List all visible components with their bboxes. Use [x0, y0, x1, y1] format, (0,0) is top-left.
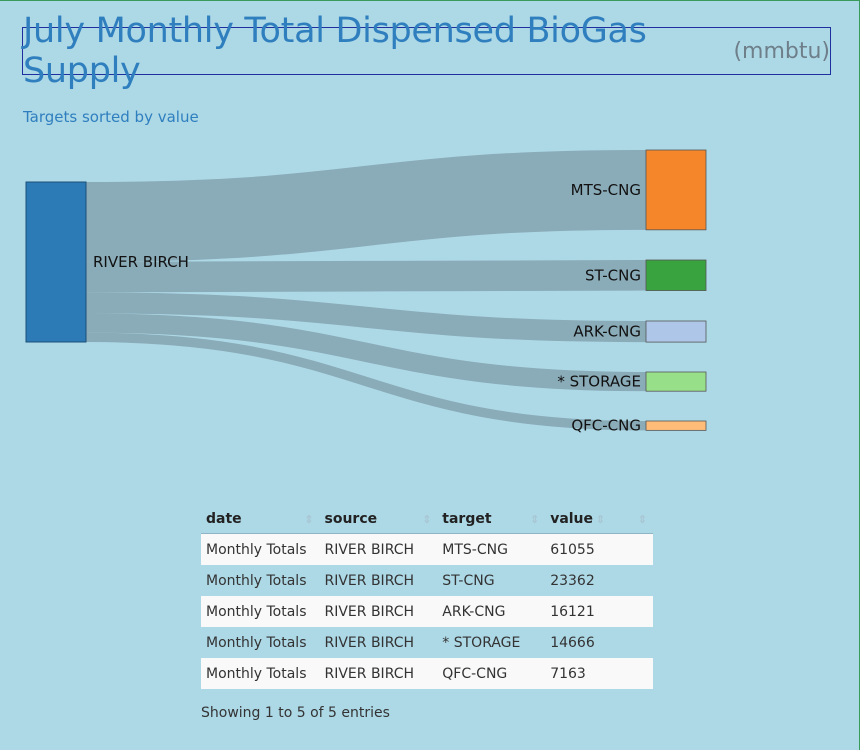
table-cell-source: RIVER BIRCH	[319, 533, 438, 565]
table-cell-value: 14666	[550, 634, 595, 651]
column-header-label: date	[206, 511, 242, 527]
sankey-target-label: ST-CNG	[585, 266, 641, 284]
sankey-link	[85, 332, 647, 431]
table-cell-date: Monthly Totals	[201, 596, 320, 627]
sort-icon[interactable]: ⇕	[529, 513, 540, 526]
sankey-target-node	[645, 259, 707, 291]
table-cell-date: Monthly Totals	[201, 533, 320, 565]
table-body: Monthly Totals RIVER BIRCH MTS-CNG 61055 Mon…	[201, 533, 653, 689]
table-cell-value: 7163	[545, 658, 611, 689]
table-row: Monthly Totals RIVER BIRCH MTS-CNG 61055	[201, 533, 653, 565]
sankey-link	[85, 259, 647, 293]
table-cell-value: 23362	[550, 572, 595, 589]
column-header-target[interactable]: target ⇕	[437, 505, 546, 534]
title-box: July Monthly Total Dispensed BioGas Supp…	[22, 11, 831, 91]
column-header-value[interactable]: value ⇕	[545, 505, 611, 534]
column-header-label: target	[442, 511, 492, 527]
column-header-label: value	[550, 511, 594, 527]
sankey-source-node	[25, 181, 87, 343]
title-unit: (mmbtu)	[733, 38, 830, 64]
table-cell-empty	[611, 627, 653, 658]
table-row: Monthly Totals RIVER BIRCH QFC-CNG 7163	[201, 658, 653, 689]
sankey-target-label: QFC-CNG	[571, 417, 641, 435]
sort-icon[interactable]: ⇕	[422, 513, 432, 526]
sankey-link	[85, 150, 647, 262]
table-cell-value: 61055	[545, 533, 611, 565]
data-table: date ⇕ source ⇕ target ⇕ value ⇕ ⇕ Monthly Total…	[201, 505, 653, 689]
sankey-link	[85, 313, 647, 392]
column-header-source[interactable]: source ⇕	[319, 505, 438, 534]
sankey-source-label: RIVER BIRCH	[93, 253, 189, 271]
sankey-links	[85, 150, 647, 431]
table-cell-value: 16121	[545, 596, 611, 627]
table-cell-empty	[610, 596, 653, 627]
table-cell-target: ST-CNG	[442, 572, 495, 589]
table-cell-source: RIVER BIRCH	[324, 572, 415, 589]
table-cell-target: MTS-CNG	[437, 533, 546, 565]
table-cell-date: Monthly Totals	[201, 658, 320, 689]
sankey-target-node	[645, 420, 707, 431]
table-cell-source: RIVER BIRCH	[319, 596, 438, 627]
sort-icon[interactable]: ⇕	[637, 513, 647, 526]
sankey-target-label: * STORAGE	[557, 373, 641, 391]
table-cell-target: QFC-CNG	[437, 658, 546, 689]
sort-icon[interactable]: ⇕	[304, 513, 314, 526]
sankey-chart: MTS-CNG ST-CNG ARK-CNG * STORAGE QFC-CNG RIVE…	[25, 149, 707, 435]
sankey-target-node	[645, 320, 707, 343]
table-cell-empty	[610, 658, 653, 689]
table-info: Showing 1 to 5 of 5 entries	[201, 705, 390, 721]
sankey-target-node	[645, 149, 707, 231]
table-header-row: date ⇕ source ⇕ target ⇕ value ⇕ ⇕	[201, 505, 653, 534]
table-row: Monthly Totals RIVER BIRCH ARK-CNG 16121	[201, 596, 653, 627]
sankey-nodes: MTS-CNG ST-CNG ARK-CNG * STORAGE QFC-CNG RIVE…	[25, 149, 707, 435]
table-row: Monthly Totals RIVER BIRCH * STORAGE 14666	[201, 627, 653, 658]
table-row: Monthly Totals RIVER BIRCH ST-CNG 23362	[201, 565, 653, 596]
column-header-label: source	[324, 511, 378, 527]
table-cell-empty	[611, 565, 653, 596]
table-cell-empty	[610, 533, 653, 565]
page-title: July Monthly Total Dispensed BioGas Supp…	[23, 11, 647, 91]
table-cell-target: ARK-CNG	[437, 596, 546, 627]
sankey-target-label: ARK-CNG	[573, 323, 641, 341]
sankey-target-node	[645, 371, 707, 392]
column-header-empty[interactable]: ⇕	[610, 505, 653, 534]
table-cell-date: Monthly Totals	[206, 634, 307, 651]
sankey-link	[85, 292, 647, 343]
column-header-date[interactable]: date ⇕	[201, 505, 320, 534]
table-cell-target: * STORAGE	[442, 634, 521, 651]
table-cell-source: RIVER BIRCH	[324, 634, 415, 651]
chart-subtitle: Targets sorted by value	[23, 108, 199, 126]
table-cell-date: Monthly Totals	[206, 572, 307, 589]
sankey-target-label: MTS-CNG	[571, 181, 641, 199]
sort-icon[interactable]: ⇕	[595, 513, 605, 526]
table-cell-source: RIVER BIRCH	[319, 658, 438, 689]
